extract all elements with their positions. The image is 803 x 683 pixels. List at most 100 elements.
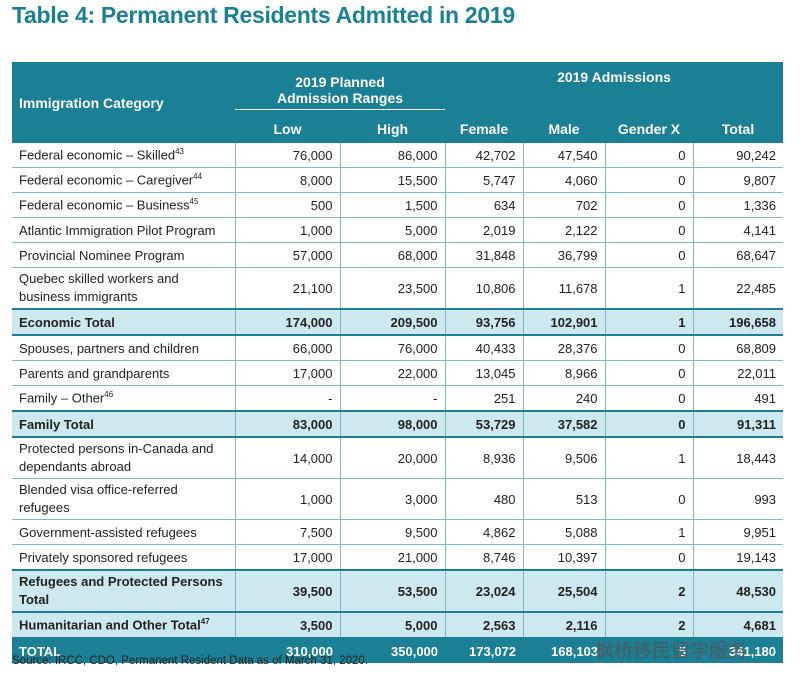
footnote-ref: 43: [175, 147, 184, 157]
value-cell: 102,901: [522, 308, 606, 336]
category-cell: Parents and grandparents: [12, 360, 235, 386]
row: Government-assisted refugees 7,500 9,500 4,…: [12, 519, 784, 545]
header-row: Low High Female Male Gender X Total: [12, 114, 784, 143]
value-cell: 91,311: [692, 410, 784, 438]
category-cell: Blended visa office-referred refugees: [12, 478, 235, 520]
value-cell: 2,116: [522, 611, 606, 639]
footnote-ref: 45: [189, 197, 199, 207]
row: Privately sponsored refugees 17,000 21,000…: [12, 544, 784, 571]
value-cell: -: [234, 385, 340, 412]
value-cell: 15,500: [339, 167, 446, 193]
value-cell: 2,019: [444, 217, 524, 243]
value-cell: 9,500: [339, 519, 446, 545]
row: Provincial Nominee Program 57,000 68,000 31…: [12, 242, 784, 268]
category-cell: Refugees and Protected Persons Total: [12, 569, 235, 613]
value-cell: 0: [604, 242, 694, 268]
category-label: Privately sponsored refugees: [19, 549, 188, 565]
value-cell: 18,443: [692, 437, 784, 479]
value-cell: 21,100: [234, 267, 340, 310]
value-cell: 3,000: [339, 478, 446, 520]
category-label: Spouses, partners and children: [19, 340, 199, 356]
category-cell: Government-assisted refugees: [12, 519, 235, 545]
row: Federal economic – Caregiver44 8,000 15,50…: [12, 167, 784, 193]
row: Economic Total 174,000 209,500 93,756 102,90…: [12, 308, 784, 336]
category-label: Family – Other: [19, 390, 105, 406]
category-cell: Spouses, partners and children: [12, 335, 235, 361]
value-cell: 2: [604, 569, 694, 613]
value-cell: 8,936: [444, 437, 524, 479]
category-label: Family Total: [19, 416, 94, 432]
value-cell: 0: [604, 360, 694, 386]
value-cell: 251: [444, 385, 524, 412]
value-cell: 1,500: [339, 192, 446, 218]
category-cell: Family – Other46: [12, 385, 235, 412]
value-cell: 1: [604, 437, 694, 479]
title: Table 4: Permanent Residents Admitted in…: [12, 2, 515, 28]
value-cell: 4,060: [522, 167, 606, 193]
value-cell: 37,582: [522, 410, 606, 438]
value-cell: 93,756: [444, 308, 524, 336]
row: Spouses, partners and children 66,000 76,0…: [12, 335, 784, 361]
value-cell: 7,500: [234, 519, 340, 545]
row: TOTAL 310,000 350,000 173,072 168,103 5 341,18…: [12, 638, 784, 663]
header-cell: Male: [523, 114, 606, 143]
value-cell: 22,000: [339, 360, 446, 386]
category-cell: TOTAL: [12, 638, 235, 663]
value-cell: 173,072: [445, 638, 524, 663]
value-cell: 23,500: [339, 267, 446, 310]
header-cell: 2019 Planned Admission Ranges: [235, 62, 446, 114]
category-label: Protected persons in-Canada and dependan…: [19, 441, 214, 474]
category-label: Federal economic – Business: [19, 197, 190, 213]
category-label: TOTAL: [19, 643, 62, 659]
value-cell: 20,000: [339, 437, 446, 479]
value-cell: 168,103: [523, 638, 606, 663]
value-cell: 0: [604, 544, 694, 571]
value-cell: 500: [234, 192, 340, 218]
row: Humanitarian and Other Total47 3,500 5,000…: [12, 611, 784, 639]
value-cell: 98,000: [339, 410, 446, 438]
value-cell: 23,024: [444, 569, 524, 613]
value-cell: 9,807: [692, 167, 784, 193]
category-cell: Economic Total: [12, 308, 235, 336]
category-label: Federal economic – Skilled: [19, 147, 176, 163]
value-cell: 1,336: [692, 192, 784, 218]
value-cell: 0: [604, 335, 694, 361]
value-cell: 76,000: [234, 143, 340, 168]
value-cell: 53,729: [444, 410, 524, 438]
value-cell: 5,747: [444, 167, 524, 193]
category-cell: Provincial Nominee Program: [12, 242, 235, 268]
header-cell: Total: [693, 114, 784, 143]
category-label: Federal economic – Caregiver: [19, 172, 194, 188]
value-cell: 4,862: [444, 519, 524, 545]
row: Quebec skilled workers and business immi…: [12, 267, 784, 310]
value-cell: 9,506: [522, 437, 606, 479]
value-cell: 36,799: [522, 242, 606, 268]
header-row: Immigration Category 2019 Planned Admissi…: [12, 62, 784, 143]
value-cell: 90,242: [692, 143, 784, 168]
category-label: Quebec skilled workers and business immi…: [19, 271, 179, 304]
category-cell: Humanitarian and Other Total47: [12, 611, 235, 639]
footnote-ref: 46: [104, 390, 114, 400]
value-cell: 5: [605, 638, 694, 663]
table: Immigration Category 2019 Planned Admissi…: [12, 62, 784, 663]
value-cell: 25,504: [522, 569, 606, 613]
header-cell: High: [340, 114, 446, 143]
category-cell: Protected persons in-Canada and dependan…: [12, 437, 235, 479]
value-cell: 0: [604, 385, 694, 412]
value-cell: 8,966: [522, 360, 606, 386]
header-cell: Female: [445, 114, 524, 143]
value-cell: 2: [604, 611, 694, 639]
value-cell: 1: [604, 519, 694, 545]
value-cell: 42,702: [444, 143, 524, 168]
value-cell: 5,000: [339, 217, 446, 243]
value-cell: 57,000: [234, 242, 340, 268]
value-cell: 8,746: [444, 544, 524, 571]
value-cell: 480: [444, 478, 524, 520]
value-cell: 28,376: [522, 335, 606, 361]
value-cell: 0: [604, 192, 694, 218]
value-cell: 196,658: [692, 308, 784, 336]
category-label: Provincial Nominee Program: [19, 247, 185, 263]
footnote-ref: 44: [193, 172, 203, 182]
source: Source: IRCC, CDO, Permanent Resident Da…: [12, 655, 369, 667]
